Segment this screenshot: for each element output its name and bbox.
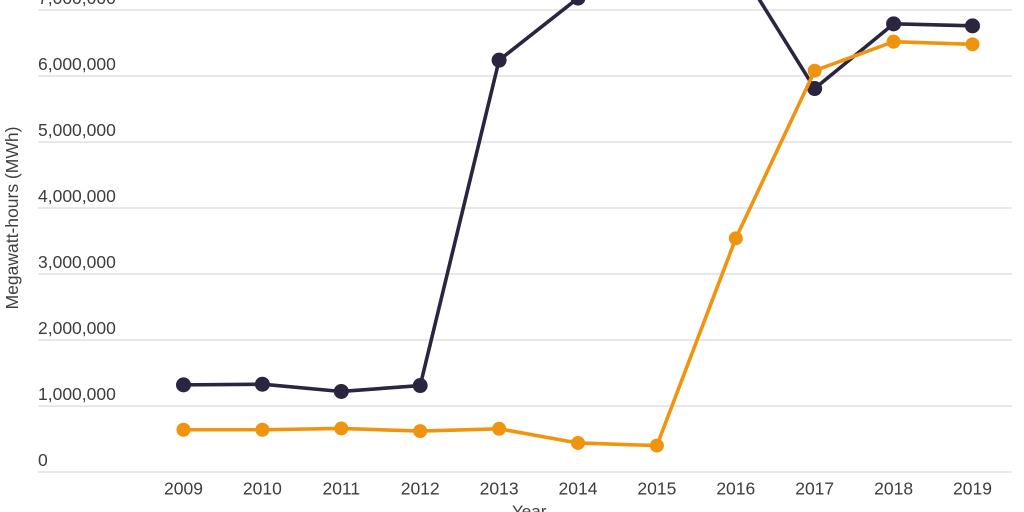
data-point-orange bbox=[728, 231, 743, 246]
series-line-navy bbox=[181, 0, 975, 394]
y-tick-label: 3,000,000 bbox=[38, 252, 116, 272]
x-tick-label: 2010 bbox=[243, 479, 282, 499]
x-tick-label: 2019 bbox=[953, 479, 992, 499]
x-tick-label: 2011 bbox=[322, 479, 360, 499]
data-point-orange bbox=[334, 421, 349, 436]
data-point-navy bbox=[254, 376, 270, 392]
data-point-orange bbox=[571, 435, 585, 450]
data-point-orange bbox=[176, 422, 191, 437]
x-tick-label: 2018 bbox=[874, 479, 913, 499]
x-tick-label: 2013 bbox=[480, 479, 519, 499]
data-point-orange bbox=[807, 63, 822, 78]
data-point-navy bbox=[807, 81, 823, 97]
data-point-navy bbox=[333, 383, 349, 399]
data-point-navy bbox=[886, 16, 902, 32]
y-axis-title: Megawatt-hours (MWh) bbox=[2, 127, 22, 310]
data-point-navy bbox=[570, 0, 586, 6]
y-tick-label: 0 bbox=[38, 450, 48, 470]
x-axis-title: Year bbox=[512, 502, 547, 512]
x-tick-label: 2009 bbox=[164, 479, 203, 499]
data-point-orange bbox=[413, 424, 428, 439]
data-point-orange bbox=[255, 422, 270, 437]
data-point-navy bbox=[412, 378, 428, 394]
x-tick-label: 2012 bbox=[401, 479, 440, 499]
data-point-orange bbox=[886, 34, 901, 49]
data-point-orange bbox=[965, 37, 980, 52]
x-tick-label: 2017 bbox=[795, 479, 834, 499]
data-point-orange bbox=[649, 438, 664, 453]
x-tick-label: 2015 bbox=[637, 479, 676, 499]
data-point-navy bbox=[965, 18, 980, 34]
y-tick-label: 2,000,000 bbox=[38, 318, 116, 338]
data-point-navy bbox=[491, 52, 507, 68]
y-tick-label: 6,000,000 bbox=[38, 54, 116, 74]
series-line-orange bbox=[181, 39, 975, 448]
data-point-orange bbox=[492, 421, 507, 436]
x-tick-label: 2016 bbox=[716, 479, 755, 499]
x-tick-label: 2014 bbox=[559, 479, 598, 499]
y-tick-label: 7,000,000 bbox=[38, 0, 116, 8]
y-tick-label: 1,000,000 bbox=[38, 384, 116, 404]
data-point-navy bbox=[176, 377, 191, 393]
y-tick-label: 4,000,000 bbox=[38, 186, 116, 206]
y-tick-label: 5,000,000 bbox=[38, 120, 116, 140]
